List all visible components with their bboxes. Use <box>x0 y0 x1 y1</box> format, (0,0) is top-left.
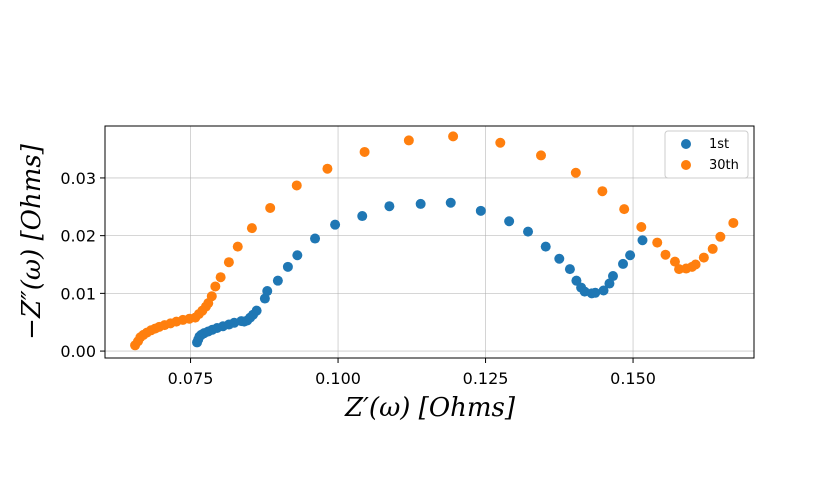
y-tick-label: 0.03 <box>60 169 96 188</box>
data-point-1st <box>540 241 551 252</box>
data-point-30th <box>652 237 663 248</box>
data-point-1st <box>523 226 534 237</box>
data-point-1st <box>607 271 618 282</box>
data-point-1st <box>637 235 648 246</box>
data-point-30th <box>715 231 726 242</box>
data-point-1st <box>262 286 273 297</box>
data-point-30th <box>215 272 226 283</box>
data-point-30th <box>669 256 680 267</box>
data-point-1st <box>415 198 426 209</box>
data-point-30th <box>210 281 221 292</box>
data-point-30th <box>495 137 506 148</box>
data-point-30th <box>223 257 234 268</box>
data-point-1st <box>384 201 395 212</box>
y-axis-label: −Z″(ω) [Ohms] <box>17 143 47 340</box>
x-tick-label: 0.075 <box>168 369 214 388</box>
data-point-30th <box>597 186 608 197</box>
data-point-30th <box>291 180 302 191</box>
plot-area-frame <box>104 125 755 359</box>
data-point-30th <box>246 223 257 234</box>
x-axis-label: Z′(ω) [Ohms] <box>344 393 516 423</box>
data-point-1st <box>282 261 293 272</box>
legend-label-1st: 1st <box>709 137 729 152</box>
data-points-layer <box>130 131 739 351</box>
data-point-30th <box>690 259 701 270</box>
data-point-1st <box>292 250 303 261</box>
y-tick-label: 0.01 <box>60 284 96 303</box>
data-point-30th <box>698 252 709 263</box>
legend: 1st 30th <box>664 130 749 179</box>
series-30th <box>130 131 739 351</box>
data-point-1st <box>251 305 262 316</box>
data-point-30th <box>232 241 243 252</box>
legend-marker-1st <box>681 139 691 149</box>
data-point-1st <box>598 285 609 296</box>
data-point-30th <box>322 163 333 174</box>
data-point-30th <box>728 217 739 228</box>
y-tick-label: 0.00 <box>60 342 96 361</box>
data-point-30th <box>265 202 276 213</box>
data-point-30th <box>660 249 671 260</box>
legend-marker-30th <box>681 160 691 170</box>
data-point-30th <box>570 167 581 178</box>
data-point-1st <box>504 216 515 227</box>
data-point-1st <box>604 278 615 289</box>
data-point-30th <box>707 243 718 254</box>
ticks-layer: 0.075 0.100 0.125 0.150 0.00 0.01 0.02 0.03 <box>60 169 656 388</box>
data-point-30th <box>359 146 370 157</box>
data-point-1st <box>272 275 283 286</box>
series-1st <box>192 197 648 348</box>
data-point-30th <box>448 131 459 142</box>
x-tick-label: 0.125 <box>463 369 509 388</box>
data-point-1st <box>625 250 636 261</box>
data-point-1st <box>590 287 601 298</box>
data-point-1st <box>475 205 486 216</box>
legend-label-30th: 30th <box>709 158 739 173</box>
data-point-30th <box>403 135 414 146</box>
data-point-1st <box>310 233 321 244</box>
data-point-1st <box>357 211 368 222</box>
data-point-1st <box>554 253 565 264</box>
data-point-30th <box>536 150 547 161</box>
x-tick-label: 0.150 <box>610 369 656 388</box>
y-tick-label: 0.02 <box>60 227 96 246</box>
data-point-1st <box>618 258 629 269</box>
data-point-30th <box>636 221 647 232</box>
data-point-1st <box>445 197 456 208</box>
data-point-1st <box>330 219 341 230</box>
data-point-1st <box>259 293 270 304</box>
x-tick-label: 0.100 <box>315 369 361 388</box>
data-point-30th <box>619 204 630 215</box>
data-point-30th <box>206 291 217 302</box>
data-point-1st <box>564 264 575 275</box>
